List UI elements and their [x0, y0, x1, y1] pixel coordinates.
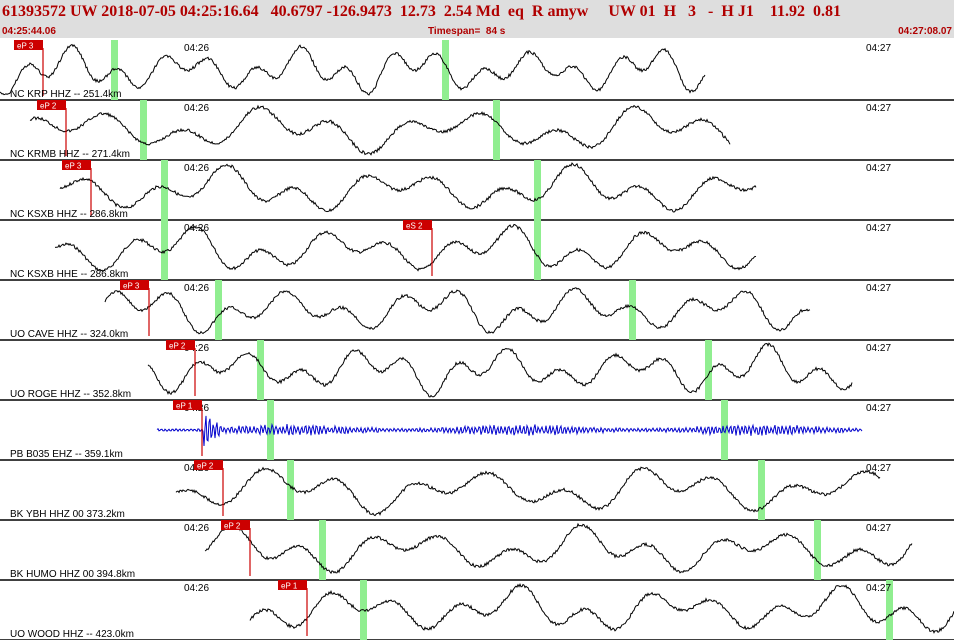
timespan-label: Timespan= 84 s — [428, 26, 506, 37]
minute-label: 04:27 — [866, 523, 891, 534]
trace-row[interactable]: 04:26 04:27 eP 3 NC KRP HHZ -- 251.4km — [0, 40, 954, 101]
trace-row[interactable]: 04:26 04:27 eP 2 UO ROGE HHZ -- 352.8km — [0, 340, 954, 401]
phase-marker — [758, 460, 765, 520]
waveform — [59, 162, 757, 213]
pick-label: eP 2 — [224, 522, 241, 531]
phase-marker — [161, 160, 168, 220]
minute-label: 04:26 — [184, 163, 209, 174]
station-label: NC KRP HHZ -- 251.4km — [10, 89, 122, 100]
minute-label: 04:27 — [866, 403, 891, 414]
phase-marker — [319, 520, 326, 580]
waveform — [0, 43, 706, 96]
minute-label: 04:27 — [866, 223, 891, 234]
station-label: NC KRMB HHZ -- 271.4km — [10, 149, 130, 160]
waveform — [104, 287, 811, 335]
minute-label: 04:27 — [866, 43, 891, 54]
pick-tag[interactable] — [403, 220, 432, 230]
phase-marker — [886, 580, 893, 640]
pick-label: eP 3 — [17, 42, 34, 51]
pick-tag[interactable] — [194, 460, 223, 470]
phase-marker — [215, 280, 222, 340]
trace-row[interactable]: 04:26 04:27 eP 2 BK HUMO HHZ 00 394.8km — [0, 520, 954, 581]
phase-marker — [629, 280, 636, 340]
phase-marker — [493, 100, 500, 160]
phase-marker — [267, 400, 274, 460]
pick-label: eP 2 — [40, 102, 57, 111]
event-title: 61393572 UW 2018-07-05 04:25:16.64 40.67… — [2, 3, 841, 20]
waveform — [204, 522, 913, 575]
phase-marker — [442, 40, 449, 100]
minute-label: 04:27 — [866, 103, 891, 114]
minute-label: 04:26 — [184, 103, 209, 114]
pick-tag[interactable] — [278, 580, 307, 590]
station-label: UO CAVE HHZ -- 324.0km — [10, 329, 128, 340]
trace-row[interactable]: 04:26 04:27 eP 3 NC KSXB HHZ -- 286.8km — [0, 160, 954, 221]
pick-tag[interactable] — [120, 280, 149, 290]
pick-label: eS 2 — [406, 222, 423, 231]
minute-label: 04:26 — [184, 43, 209, 54]
pick-tag[interactable] — [166, 340, 195, 350]
minute-label: 04:26 — [184, 283, 209, 294]
phase-marker — [534, 160, 541, 220]
event-header: 61393572 UW 2018-07-05 04:25:16.64 40.67… — [0, 0, 954, 26]
phase-marker — [257, 340, 264, 400]
pick-label: eP 1 — [281, 582, 298, 591]
trace-row[interactable]: 04:26 04:27 eP 3 UO CAVE HHZ -- 324.0km — [0, 280, 954, 341]
minute-label: 04:26 — [184, 583, 209, 594]
minute-label: 04:26 — [184, 343, 209, 354]
pick-label: eP 2 — [197, 462, 214, 471]
phase-marker — [814, 520, 821, 580]
phase-marker — [705, 340, 712, 400]
phase-marker — [721, 400, 728, 460]
pick-tag[interactable] — [14, 40, 43, 50]
minute-label: 04:26 — [184, 523, 209, 534]
minute-label: 04:26 — [184, 223, 209, 234]
pick-label: eP 3 — [65, 162, 82, 171]
station-label: UO ROGE HHZ -- 352.8km — [10, 389, 131, 400]
station-label: UO WOOD HHZ -- 423.0km — [10, 629, 134, 640]
phase-marker — [287, 460, 294, 520]
pick-tag[interactable] — [62, 160, 91, 170]
waveform — [147, 342, 853, 398]
phase-marker — [140, 100, 147, 160]
minute-label: 04:27 — [866, 163, 891, 174]
station-label: BK YBH HHZ 00 373.2km — [10, 509, 125, 520]
station-label: BK HUMO HHZ 00 394.8km — [10, 569, 135, 580]
waveform — [249, 583, 954, 634]
station-label: PB B035 EHZ -- 359.1km — [10, 449, 123, 460]
trace-row[interactable]: 04:26 04:27 eP 2 NC KRMB HHZ -- 271.4km — [0, 100, 954, 161]
phase-marker — [534, 220, 541, 280]
minute-label: 04:27 — [866, 283, 891, 294]
pick-label: eP 3 — [123, 282, 140, 291]
waveform — [54, 223, 757, 272]
start-time: 04:25:44.06 — [2, 26, 56, 37]
trace-row[interactable]: 04:26 04:27 eP 1 UO WOOD HHZ -- 423.0km — [0, 580, 954, 640]
minute-label: 04:27 — [866, 343, 891, 354]
pick-tag[interactable] — [37, 100, 66, 110]
waveform — [175, 466, 881, 517]
pick-label: eP 2 — [169, 342, 186, 351]
phase-marker — [161, 220, 168, 280]
waveform — [29, 104, 731, 156]
time-bar: 04:25:44.06 Timespan= 84 s 04:27:08.07 — [0, 26, 954, 38]
end-time: 04:27:08.07 — [898, 26, 952, 37]
station-label: NC KSXB HHE -- 286.8km — [10, 269, 128, 280]
waveform — [156, 415, 863, 447]
pick-label: eP 1 — [176, 402, 193, 411]
pick-tag[interactable] — [173, 400, 202, 410]
minute-label: 04:27 — [866, 463, 891, 474]
trace-row[interactable]: 04:26 04:27 eS 2 NC KSXB HHE -- 286.8km — [0, 220, 954, 281]
station-label: NC KSXB HHZ -- 286.8km — [10, 209, 128, 220]
minute-label: 04:27 — [866, 583, 891, 594]
pick-tag[interactable] — [221, 520, 250, 530]
